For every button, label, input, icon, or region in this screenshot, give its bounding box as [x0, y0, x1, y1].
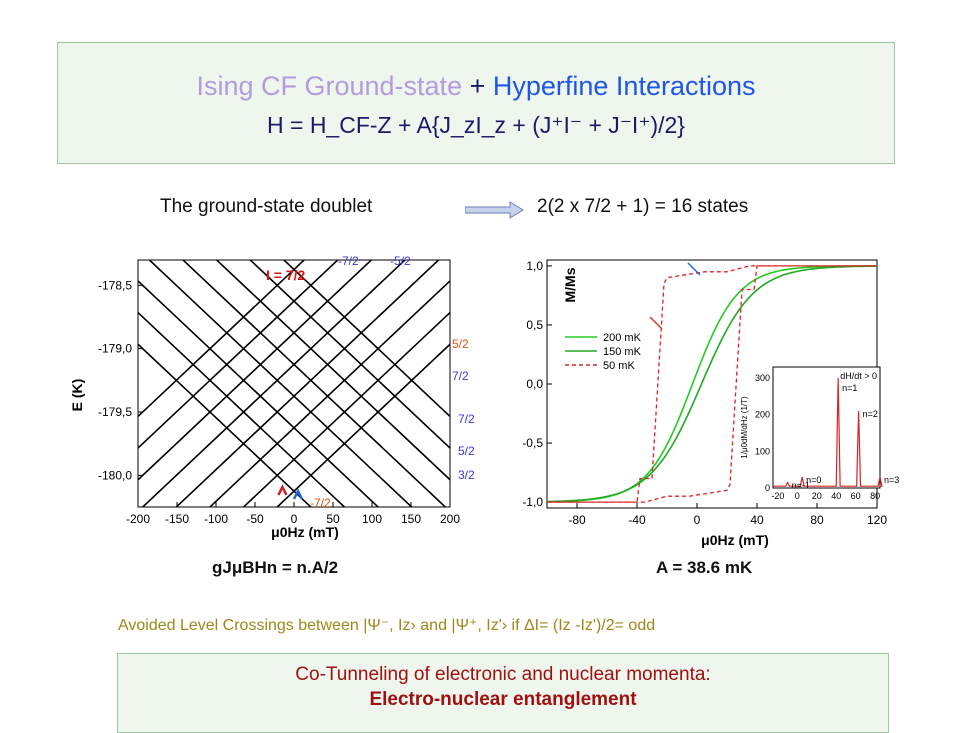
level-label: 3/2 [458, 468, 475, 482]
x-tick-label: 200 [440, 512, 460, 526]
series-line [547, 265, 877, 503]
level-line [165, 245, 451, 513]
inset-annotation: dH/dt > 0 [840, 371, 877, 381]
x-tick-label: -100 [204, 512, 228, 526]
level-line [137, 343, 353, 545]
x-tick-label: 150 [401, 512, 421, 526]
plot-frame [137, 259, 451, 508]
arrow-icon [687, 262, 701, 276]
x-tick-label: 40 [750, 513, 764, 527]
level-label: 7/2 [458, 412, 475, 426]
x-tick-label: 0 [291, 512, 298, 526]
mask [60, 245, 138, 545]
level-line [137, 311, 386, 545]
inset-y-tick-label: 0 [765, 483, 770, 493]
y-tick-label: -0,5 [522, 436, 543, 450]
mask [60, 245, 480, 260]
inset-peak-label: n=-1 [792, 481, 810, 491]
inset-frame [772, 366, 881, 489]
inset-x-tick-label: 80 [870, 491, 880, 501]
inset-peak-label: n=2 [863, 409, 878, 419]
inset-x-tick-label: 20 [812, 491, 822, 501]
inset-peak-label: n=0 [806, 475, 821, 485]
inset-x-tick-label: 0 [795, 491, 800, 501]
anticrossing-marker [292, 488, 304, 500]
level-line [137, 248, 451, 544]
y-tick-label: -180,0 [98, 468, 132, 482]
y-tick-label: -178,5 [98, 278, 132, 292]
y-tick-label: 1,0 [526, 259, 543, 273]
level-line [137, 245, 423, 513]
title-plus: + [462, 71, 493, 101]
title-part2: Hyperfine Interactions [492, 71, 756, 101]
formula-text: H = H_CF-Z + A{J_zI_z + (J⁺I⁻ + J⁻I⁺)/2} [267, 112, 685, 138]
x-tick-label: 80 [810, 513, 824, 527]
level-line [199, 245, 451, 481]
conclusion-line2: Electro-nuclear entanglement [369, 689, 637, 710]
mask [450, 245, 480, 545]
title-part1: Ising CF Ground-state [196, 71, 463, 101]
magnetization-chart: -80 -40 0 40 80 120 1,0 0,5 0,0 -0,5 -1,0 M/Ms μ0Hz … [522, 259, 899, 548]
inset-curve [773, 377, 883, 487]
x-tick-label: 120 [867, 513, 887, 527]
legend-entry: 150 mK [603, 346, 642, 358]
inset-y-tick-label: 300 [755, 373, 770, 383]
arrow-icon [649, 316, 663, 330]
y-axis-label: M/Ms [562, 267, 578, 302]
series-line [547, 265, 877, 503]
legend-entry: 50 mK [603, 360, 635, 372]
x-tick-label: -80 [568, 513, 586, 527]
doublet-label: The ground-state doublet [160, 196, 373, 217]
caption-left: gJμBHn = n.A/2 [212, 558, 339, 577]
anticrossing-marker [277, 484, 288, 496]
inset-peak-label: n=1 [842, 383, 857, 393]
title-box: Ising CF Ground-state + Hyperfine Intera… [57, 42, 895, 164]
y-axis-label: E (K) [69, 379, 85, 412]
level-line [233, 245, 451, 449]
x-tick-label: -150 [165, 512, 189, 526]
inset-x-tick-label: 40 [831, 491, 841, 501]
y-tick-label: 0,0 [526, 377, 543, 391]
inset-y-tick-label: 200 [755, 410, 770, 420]
level-label: -7/2 [310, 496, 331, 510]
avoided-crossings-text: Avoided Level Crossings between |Ψ⁻, Iz›… [118, 617, 656, 634]
series-line [547, 265, 878, 503]
level-label: -5/2 [390, 254, 411, 268]
level-label: -7/2 [338, 254, 359, 268]
level-line [266, 245, 451, 418]
conclusion-line1: Co-Tunneling of electronic and nuclear m… [295, 664, 711, 685]
y-tick-label: -179,5 [98, 405, 132, 419]
y-tick-label: -1,0 [522, 495, 543, 509]
level-label: 7/2 [452, 369, 469, 383]
level-lines [137, 245, 451, 545]
inset-y-label: 1/μ0dM/dHz (1/T) [740, 396, 749, 459]
x-tick-label: 50 [326, 512, 340, 526]
hamiltonian-formula: H = H_CF-Z + A{J_zI_z + (J⁺I⁻ + J⁻I⁺)/2} [58, 112, 894, 139]
y-tick-label: -179,0 [98, 342, 132, 356]
x-tick-label: 100 [362, 512, 382, 526]
x-tick-label: -40 [628, 513, 646, 527]
inset-x-tick-label: -20 [771, 491, 784, 501]
x-tick-label: -200 [126, 512, 150, 526]
y-tick-label: 0,5 [526, 318, 543, 332]
plot-frame [137, 259, 451, 508]
level-label: I = 7/2 [266, 267, 306, 283]
x-tick-label: -50 [246, 512, 264, 526]
slide-title: Ising CF Ground-state + Hyperfine Intera… [58, 71, 894, 102]
caption-right: A = 38.6 mK [656, 558, 753, 577]
inset-y-tick-label: 100 [755, 446, 770, 456]
x-axis-label: μ0Hz (mT) [271, 524, 339, 540]
level-label: 5/2 [452, 337, 469, 351]
level-label: 5/2 [458, 444, 475, 458]
energy-level-chart: -200 -150 -100 -50 0 50 100 150 200 -178,5 -179,0 -… [60, 245, 480, 545]
inset-x-tick-label: 60 [851, 491, 861, 501]
states-count: 2(2 x 7/2 + 1) = 16 states [537, 196, 749, 217]
legend-entry: 200 mK [603, 332, 642, 344]
arrow-icon [465, 201, 524, 219]
conclusion-box: Co-Tunneling of electronic and nuclear m… [117, 653, 889, 733]
legend: 200 mK 150 mK 50 mK [565, 332, 642, 372]
x-axis-label: μ0Hz (mT) [701, 532, 769, 548]
x-tick-label: 0 [694, 513, 701, 527]
inset-peak-label: n=3 [884, 475, 899, 485]
